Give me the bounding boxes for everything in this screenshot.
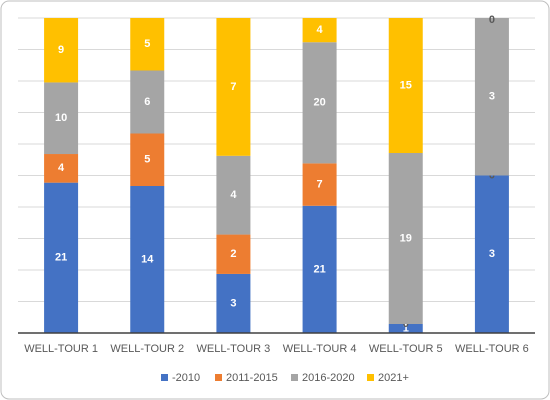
data-label: 9 xyxy=(58,44,64,56)
data-label: 4 xyxy=(317,24,324,36)
data-label: 19 xyxy=(400,232,412,244)
data-label: 21 xyxy=(313,263,325,275)
bar-segment xyxy=(216,273,251,333)
data-label: 21 xyxy=(55,252,67,264)
bar-segment xyxy=(130,186,165,333)
bar-segment xyxy=(302,163,337,206)
x-tick-label: WELL-TOUR 5 xyxy=(369,343,443,355)
bar-segment xyxy=(216,155,251,235)
x-tick-label: WELL-TOUR 6 xyxy=(455,343,529,355)
data-label: 3 xyxy=(489,248,495,260)
data-label: 7 xyxy=(230,81,236,93)
data-label: 14 xyxy=(141,253,154,265)
legend-label: 2011-2015 xyxy=(226,372,278,384)
data-label: 1 xyxy=(403,322,409,334)
data-label: 15 xyxy=(400,79,412,91)
bar-segment xyxy=(216,234,251,274)
bar-segment xyxy=(388,153,423,324)
data-label: 10 xyxy=(55,112,67,124)
bar-segment xyxy=(302,18,337,43)
data-label: 2 xyxy=(230,248,236,260)
bar-segment xyxy=(474,18,509,176)
bar-segment xyxy=(302,205,337,333)
data-label: 6 xyxy=(144,96,150,108)
data-label: 7 xyxy=(317,178,323,190)
bar-segment xyxy=(388,18,423,153)
x-tick-label: WELL-TOUR 1 xyxy=(24,343,98,355)
bar-segment xyxy=(388,324,423,333)
data-label: 4 xyxy=(58,162,65,174)
legend-label: 2021+ xyxy=(378,372,409,384)
x-tick-label: WELL-TOUR 2 xyxy=(110,343,184,355)
bar-segment xyxy=(130,70,165,134)
legend-swatch xyxy=(215,374,222,381)
data-label: 3 xyxy=(230,297,236,309)
bar-segment xyxy=(130,133,165,186)
data-label: 0 xyxy=(489,14,495,26)
bar-segment xyxy=(44,182,79,333)
legend-swatch xyxy=(367,374,374,381)
data-label: 3 xyxy=(489,91,495,103)
bar-segment xyxy=(302,42,337,164)
data-label: 20 xyxy=(313,97,325,109)
x-tick-label: WELL-TOUR 3 xyxy=(197,343,271,355)
bar-segment xyxy=(474,175,509,333)
legend-label: 2016-2020 xyxy=(302,372,355,384)
bar-segment xyxy=(216,18,251,156)
bar-segment xyxy=(44,82,79,155)
bar-segment xyxy=(130,18,165,71)
data-label: 4 xyxy=(230,189,237,201)
bar-segment xyxy=(44,18,79,83)
bar-segment xyxy=(44,154,79,183)
legend-label: -2010 xyxy=(172,372,200,384)
legend-swatch xyxy=(291,374,298,381)
legend-swatch xyxy=(161,374,168,381)
data-label: 5 xyxy=(144,154,150,166)
x-tick-label: WELL-TOUR 4 xyxy=(283,343,357,355)
data-label: 5 xyxy=(144,38,150,50)
